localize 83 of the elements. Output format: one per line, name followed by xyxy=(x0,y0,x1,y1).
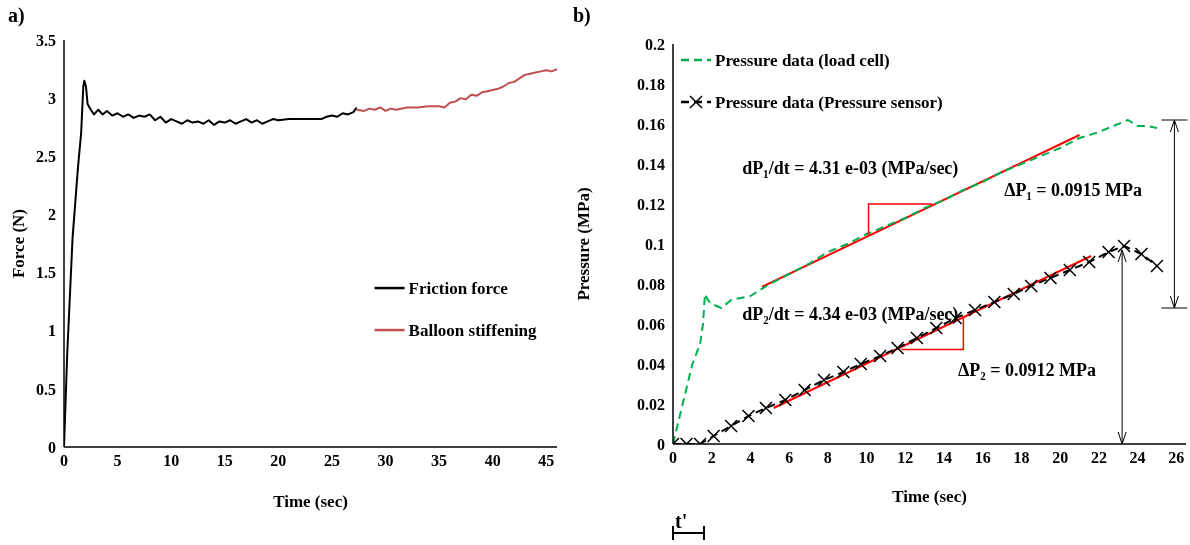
x-tick-label: 10 xyxy=(163,452,180,470)
y-tick-label: 0.04 xyxy=(637,355,665,373)
point xyxy=(1043,271,1058,285)
point xyxy=(778,393,793,407)
y-axis-title: Force (N) xyxy=(9,208,29,279)
point xyxy=(873,349,887,363)
point xyxy=(1134,247,1149,261)
x-tick-label: 20 xyxy=(270,452,287,470)
x-tick-label: 15 xyxy=(216,452,233,470)
y-tick-label: 0.02 xyxy=(637,395,665,413)
point xyxy=(1101,245,1116,259)
point xyxy=(1006,287,1021,301)
y-tick-label: 0.16 xyxy=(637,115,665,133)
y-tick-label: 0.1 xyxy=(645,235,665,253)
point xyxy=(910,331,924,345)
x-tick-label: 12 xyxy=(897,449,914,467)
x-tick-label: 14 xyxy=(936,449,953,467)
legend-label: Pressure data (load cell) xyxy=(715,51,890,70)
y-tick-label: 0 xyxy=(657,435,665,453)
point xyxy=(836,365,851,379)
y-tick-label: 0.14 xyxy=(637,155,665,173)
x-tick-label: 24 xyxy=(1129,449,1146,467)
y-tick-label: 2 xyxy=(48,206,56,224)
line-series xyxy=(673,119,1158,444)
chart-title: a) xyxy=(8,4,25,27)
y-tick-label: 2.5 xyxy=(36,147,56,165)
y-tick-label: 0.06 xyxy=(637,315,665,333)
line-series xyxy=(355,68,557,112)
point xyxy=(1150,259,1164,273)
y-tick-label: 3.5 xyxy=(36,31,56,49)
point xyxy=(1063,263,1077,277)
y-tick-label: 3 xyxy=(48,89,56,107)
y-tick-label: 0.5 xyxy=(36,380,56,398)
chart-title: b) xyxy=(573,4,591,27)
x-tick-label: 45 xyxy=(538,452,555,470)
x-tick-label: 35 xyxy=(431,452,448,470)
point xyxy=(890,341,905,355)
x-axis-title: Time (sec) xyxy=(892,487,967,506)
point xyxy=(741,409,756,423)
x-tick-label: 10 xyxy=(858,449,875,467)
y-tick-label: 0.2 xyxy=(645,35,665,53)
annotation: dP₂/dt = 4.34 e-03 (MPa/sec) xyxy=(742,304,959,325)
point xyxy=(1117,239,1131,253)
point xyxy=(987,295,1002,309)
x-tick-label: 2 xyxy=(707,449,716,467)
point xyxy=(706,429,721,443)
annotation: ΔP₂ = 0.0912 MPa xyxy=(958,360,1096,380)
y-tick-label: 0.08 xyxy=(637,275,665,293)
point xyxy=(1082,255,1096,269)
x-axis-title: Time (sec) xyxy=(273,492,348,511)
x-tick-label: 30 xyxy=(377,452,394,470)
point xyxy=(759,401,773,415)
legend-label: Balloon stiffening xyxy=(408,321,538,341)
x-tick-label: 22 xyxy=(1090,449,1107,467)
y-tick-label: 1.5 xyxy=(36,264,56,282)
point xyxy=(1024,279,1038,293)
point xyxy=(724,419,738,433)
annotation: ΔP₁ = 0.0915 MPa xyxy=(1004,180,1143,200)
y-axis-title: Pressure (MPa) xyxy=(574,187,594,301)
y-tick-label: 0 xyxy=(48,438,56,456)
y-tick-label: 1 xyxy=(48,322,56,340)
x-tick-label: 26 xyxy=(1168,449,1185,467)
x-tick-label: 8 xyxy=(823,449,832,467)
point xyxy=(797,383,812,397)
text: t' xyxy=(675,510,688,532)
x-tick-label: 4 xyxy=(746,449,755,467)
x-tick-label: 18 xyxy=(1013,449,1030,467)
x-tick-label: 16 xyxy=(974,449,991,467)
x-tick-label: 20 xyxy=(1052,449,1069,467)
x-tick-label: 40 xyxy=(484,452,501,470)
x-tick-label: 0 xyxy=(669,449,677,467)
y-tick-label: 0.12 xyxy=(637,195,665,213)
x-tick-label: 6 xyxy=(785,449,794,467)
legend-label: Friction force xyxy=(408,279,509,299)
annotation: dP₁/dt = 4.31 e-03 (MPa/sec) xyxy=(742,158,959,179)
point xyxy=(968,303,982,317)
x-tick-label: 0 xyxy=(60,452,68,470)
x-tick-label: 25 xyxy=(323,452,340,470)
point xyxy=(817,373,831,387)
y-tick-label: 0.18 xyxy=(637,75,665,93)
x-tick-label: 5 xyxy=(113,452,122,470)
legend-label: Pressure data (Pressure sensor) xyxy=(715,93,943,112)
point xyxy=(854,357,868,371)
